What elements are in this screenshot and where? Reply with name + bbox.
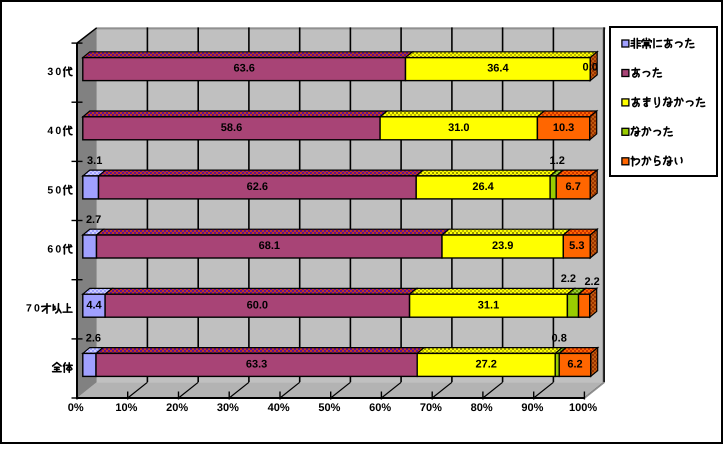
- svg-text:2.2: 2.2: [584, 276, 599, 288]
- svg-text:10.3: 10.3: [553, 122, 574, 134]
- svg-text:40%: 40%: [268, 402, 290, 414]
- svg-text:23.9: 23.9: [492, 240, 513, 252]
- svg-text:3: 3: [47, 66, 53, 78]
- svg-text:27.2: 27.2: [475, 359, 496, 371]
- svg-text:6.2: 6.2: [567, 359, 582, 371]
- svg-text:0: 0: [55, 244, 61, 256]
- svg-text:20%: 20%: [166, 402, 188, 414]
- svg-text:63.3: 63.3: [246, 359, 267, 371]
- svg-text:0: 0: [55, 66, 61, 78]
- svg-text:60.0: 60.0: [247, 299, 268, 311]
- svg-text:60%: 60%: [369, 402, 391, 414]
- svg-text:0%: 0%: [68, 402, 84, 414]
- svg-text:0.0: 0.0: [583, 62, 598, 74]
- svg-text:31.0: 31.0: [448, 122, 469, 134]
- svg-text:2.2: 2.2: [561, 273, 576, 285]
- svg-text:50%: 50%: [318, 402, 340, 414]
- svg-text:0: 0: [34, 303, 40, 315]
- svg-text:6: 6: [47, 244, 53, 256]
- svg-text:58.6: 58.6: [221, 122, 242, 134]
- svg-text:0.8: 0.8: [552, 332, 567, 344]
- svg-text:80%: 80%: [471, 402, 493, 414]
- svg-text:62.6: 62.6: [247, 181, 268, 193]
- svg-text:30%: 30%: [217, 402, 239, 414]
- svg-text:6.7: 6.7: [566, 181, 581, 193]
- svg-text:31.1: 31.1: [478, 299, 499, 311]
- svg-text:63.6: 63.6: [233, 63, 254, 75]
- svg-text:90%: 90%: [521, 402, 543, 414]
- svg-text:2.6: 2.6: [86, 332, 101, 344]
- svg-text:100%: 100%: [569, 402, 597, 414]
- svg-text:2.7: 2.7: [86, 214, 101, 226]
- svg-text:4: 4: [47, 125, 53, 137]
- svg-text:4.4: 4.4: [86, 299, 102, 311]
- svg-text:68.1: 68.1: [259, 240, 280, 252]
- svg-text:1.2: 1.2: [550, 155, 565, 167]
- svg-text:10%: 10%: [115, 402, 137, 414]
- svg-text:3.1: 3.1: [87, 155, 102, 167]
- svg-text:26.4: 26.4: [472, 181, 494, 193]
- svg-text:5.3: 5.3: [569, 240, 584, 252]
- svg-text:0: 0: [55, 184, 61, 196]
- svg-text:70%: 70%: [420, 402, 442, 414]
- svg-text:5: 5: [47, 184, 53, 196]
- svg-text:0: 0: [55, 125, 61, 137]
- svg-text:7: 7: [26, 303, 32, 315]
- svg-text:36.4: 36.4: [487, 63, 509, 75]
